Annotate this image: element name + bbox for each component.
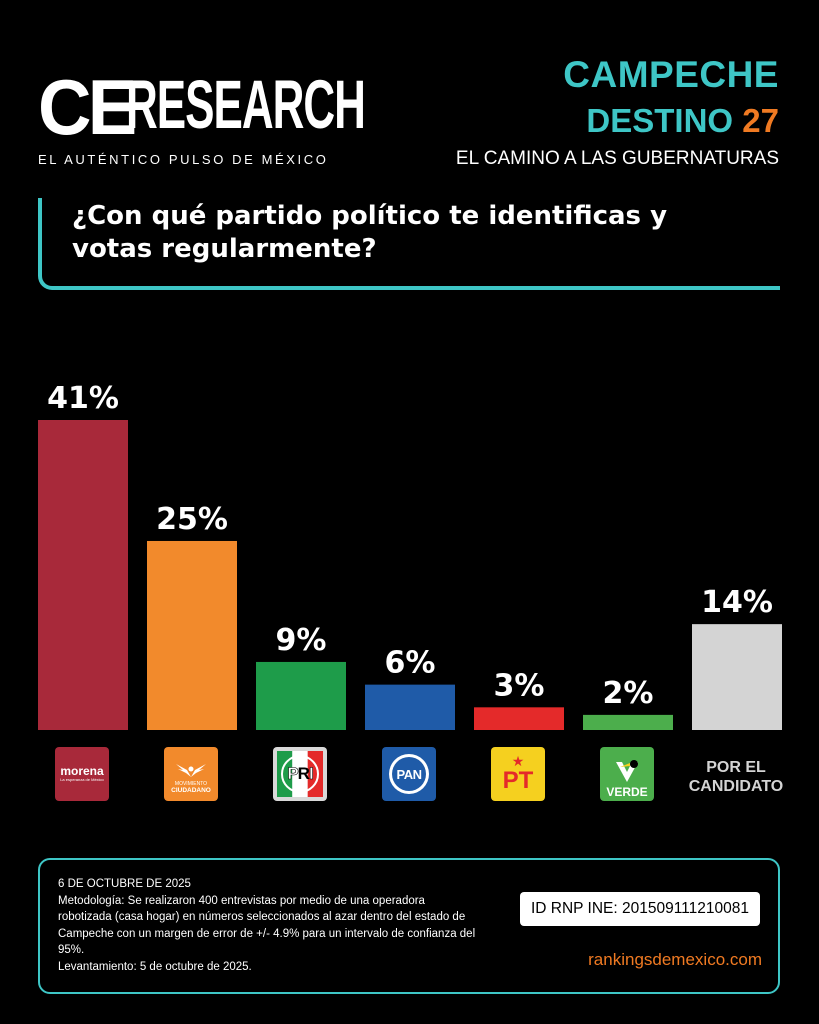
brand-tagline: EL AUTÉNTICO PULSO DE MÉXICO bbox=[38, 152, 329, 167]
survey-date: 6 DE OCTUBRE DE 2025 bbox=[58, 878, 191, 890]
star-icon: ★ bbox=[511, 754, 525, 770]
bar-value-label-2: 9% bbox=[276, 623, 327, 658]
bar-chart: 41% 25% 9% 6% 3% 2% 14% bbox=[38, 381, 782, 730]
bar-value-label-4: 3% bbox=[494, 668, 545, 703]
morena-logo-text: morena bbox=[60, 764, 104, 778]
pri-letter-i: I bbox=[308, 764, 314, 784]
bar-1 bbox=[147, 540, 237, 730]
logo-research-text: RESEARCH bbox=[126, 67, 366, 144]
bar-value-label-5: 2% bbox=[603, 676, 654, 711]
pan-logo: PAN bbox=[382, 747, 436, 801]
pri-logo: P R I bbox=[273, 747, 327, 801]
methodology-block: 6 DE OCTUBRE DE 2025 Metodología: Se rea… bbox=[58, 876, 478, 975]
mc-logo: MOVIMIENTO CIUDADANO bbox=[164, 747, 218, 801]
eagle-icon bbox=[176, 764, 206, 777]
brand-logo: CE RESEARCH bbox=[38, 63, 366, 151]
pan-logo-text: PAN bbox=[396, 766, 422, 782]
header-subtitle: EL CAMINO A LAS GUBERNATURAS bbox=[455, 148, 779, 169]
candidato-line2: CANDIDATO bbox=[688, 778, 784, 795]
bar-0 bbox=[38, 420, 128, 730]
chart-title: ¿Con qué partido político te identificas… bbox=[72, 201, 668, 264]
verde-logo-text: VERDE bbox=[606, 785, 648, 799]
fieldwork-text: Levantamiento: 5 de octubre de 2025. bbox=[58, 960, 252, 973]
rnp-id-badge: ID RNP INE: 201509111210081 bbox=[520, 892, 760, 926]
morena-logo-sub: La esperanza de México bbox=[60, 777, 104, 782]
bar-value-label-1: 25% bbox=[156, 502, 228, 537]
bar-5 bbox=[583, 714, 673, 730]
candidato-line1: POR EL bbox=[706, 759, 766, 776]
mc-logo-line1: MOVIMIENTO bbox=[174, 781, 208, 787]
website-link[interactable]: rankingsdemexico.com bbox=[588, 950, 762, 969]
bar-4 bbox=[474, 707, 564, 730]
pri-letter-p: P bbox=[287, 764, 299, 784]
pan-emblem-icon: PAN bbox=[389, 754, 429, 794]
state-title: CAMPECHE bbox=[563, 54, 779, 95]
bar-value-label-6: 14% bbox=[701, 585, 773, 620]
morena-logo: morena La esperanza de México bbox=[55, 747, 109, 801]
destino-title: DESTINO 27 bbox=[586, 102, 779, 140]
pt-logo: ★ PT bbox=[491, 747, 545, 801]
pri-emblem-icon bbox=[277, 751, 323, 797]
bar-value-label-0: 41% bbox=[47, 381, 119, 416]
pri-letter-r: R bbox=[297, 764, 310, 783]
footer-box bbox=[38, 858, 780, 994]
candidato-label: POR EL CANDIDATO bbox=[670, 758, 802, 796]
bar-2 bbox=[256, 661, 346, 730]
destino-label: DESTINO bbox=[586, 102, 734, 139]
methodology-text: Metodología: Se realizaron 400 entrevist… bbox=[58, 894, 476, 957]
bar-3 bbox=[365, 684, 455, 730]
bar-6 bbox=[692, 624, 782, 730]
verde-logo: VERDE bbox=[600, 747, 654, 801]
pri-letters: P R I bbox=[277, 751, 323, 797]
pt-logo-text: PT bbox=[502, 767, 534, 794]
logo-ce-text: CE bbox=[38, 63, 137, 151]
toucan-icon bbox=[616, 760, 638, 782]
bar-value-label-3: 6% bbox=[385, 646, 436, 681]
mc-logo-line2: CIUDADANO bbox=[171, 787, 211, 794]
question-frame bbox=[38, 198, 780, 290]
destino-number: 27 bbox=[742, 102, 779, 139]
